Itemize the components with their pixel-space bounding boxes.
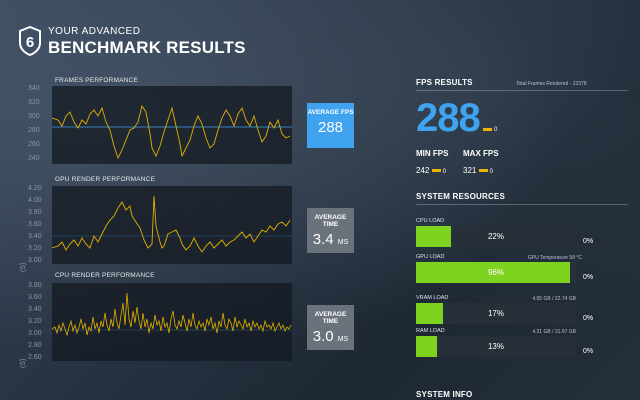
title-small: YOUR ADVANCED [48, 26, 141, 37]
resource-bar: 13% [416, 336, 576, 357]
delta-dash-icon [483, 127, 492, 131]
resource-percent: 22% [487, 232, 504, 241]
y-tick: 3.60 [28, 294, 42, 301]
side-unit-label: (S) [20, 262, 27, 272]
resource-bar-fill [416, 336, 437, 357]
resource-label: CPU LOAD [416, 218, 445, 224]
total-frames: Total Frames Rendered - 22378 [516, 81, 587, 87]
page-title: BENCHMARK RESULTS [48, 38, 246, 57]
side-unit-label: (S) [20, 358, 27, 368]
cpu-average-time-box: AVERAGE TIME 3.0 MS [307, 305, 354, 350]
resource-bar-fill [416, 226, 452, 247]
y-tick: 4.00 [28, 197, 42, 204]
delta-dash-icon [478, 169, 488, 173]
resource-bar-fill [416, 262, 570, 283]
frames-y-axis: 340 320 300 280 260 240 [24, 85, 50, 166]
frames-chart [51, 86, 292, 164]
resource-delta: 0% [583, 348, 594, 355]
cpu-y-axis: 3.80 3.60 3.40 3.20 3.00 2.80 2.60 [24, 282, 50, 363]
y-tick: 3.60 [28, 221, 42, 228]
fps-results-title: FPS RESULTS [416, 78, 473, 87]
cpu-chart [51, 283, 292, 361]
y-tick: 3.40 [28, 306, 42, 313]
cpu-average-time-value: 3.0 MS [312, 328, 349, 345]
results-column: FPS RESULTS Total Frames Rendered - 2237… [404, 0, 640, 400]
y-tick: 2.80 [28, 342, 42, 349]
y-tick: 240 [28, 155, 40, 162]
y-tick: 3.20 [28, 245, 42, 252]
frames-series-line [51, 104, 291, 160]
svg-text:6: 6 [26, 34, 34, 51]
resource-bar: 96% [416, 262, 576, 283]
frames-panel-label: FRAMES PERFORMANCE [55, 77, 139, 84]
resource-bar: 22% [416, 226, 576, 247]
y-tick: 3.40 [28, 233, 42, 240]
gpu-chart [51, 186, 292, 264]
header: 6 YOUR ADVANCED BENCHMARK RESULTS [18, 26, 246, 58]
fps-value: 288 [416, 96, 481, 140]
y-tick: 3.80 [28, 282, 42, 289]
y-tick: 2.60 [28, 354, 42, 361]
resource-bar-fill [416, 303, 444, 324]
y-tick: 320 [28, 99, 40, 106]
fps-delta: 0 [483, 127, 497, 133]
resource-aux: 4.05 GB / 22.74 GB [532, 296, 576, 302]
gpu-series-line [51, 195, 291, 253]
resource-label: VRAM LOAD [416, 295, 449, 301]
gpu-y-axis: 4.20 4.00 3.80 3.60 3.40 3.20 3.00 [24, 185, 50, 266]
max-fps-value: 321 0 [463, 166, 493, 175]
cpu-series-line [51, 292, 292, 337]
min-fps-value: 242 0 [416, 166, 446, 175]
resource-label: RAM LOAD [416, 328, 445, 334]
system-info-title: SYSTEM INFO [416, 390, 473, 399]
gpu-average-time-value: 3.4 MS [312, 231, 349, 248]
resource-percent: 96% [487, 268, 504, 277]
average-fps-box: AVERAGE FPS 288 [307, 103, 354, 148]
y-tick: 280 [28, 127, 40, 134]
average-fps-value: 288 [317, 119, 344, 136]
system-resources-title: SYSTEM RESOURCES [416, 192, 505, 201]
resource-percent: 17% [487, 309, 504, 318]
y-tick: 340 [28, 85, 40, 92]
gpu-panel-label: GPU RENDER PERFORMANCE [55, 176, 156, 183]
resource-delta: 0% [583, 315, 594, 322]
rainbow-six-logo-icon: 6 [19, 26, 41, 56]
max-fps-label: MAX FPS [463, 149, 499, 158]
resource-label: GPU LOAD [416, 254, 445, 260]
y-tick: 260 [28, 141, 40, 148]
divider [416, 90, 628, 91]
resource-percent: 13% [487, 342, 504, 351]
resource-bar: 17% [416, 303, 576, 324]
y-tick: 4.20 [28, 185, 42, 192]
resource-delta: 0% [583, 274, 594, 281]
divider [416, 204, 628, 205]
y-tick: 3.20 [28, 318, 42, 325]
resource-aux: 4.31 GB / 31.67 GB [532, 329, 576, 335]
y-tick: 3.80 [28, 209, 42, 216]
y-tick: 300 [28, 113, 40, 120]
min-fps-label: MIN FPS [416, 149, 449, 158]
y-tick: 3.00 [28, 330, 42, 337]
y-tick: 3.00 [28, 257, 42, 264]
gpu-average-time-box: AVERAGE TIME 3.4 MS [307, 208, 354, 253]
resource-aux: GPU Temperature 58 °C [527, 255, 582, 261]
cpu-panel-label: CPU RENDER PERFORMANCE [55, 272, 155, 279]
delta-dash-icon [431, 169, 441, 173]
resource-delta: 0% [583, 238, 594, 245]
